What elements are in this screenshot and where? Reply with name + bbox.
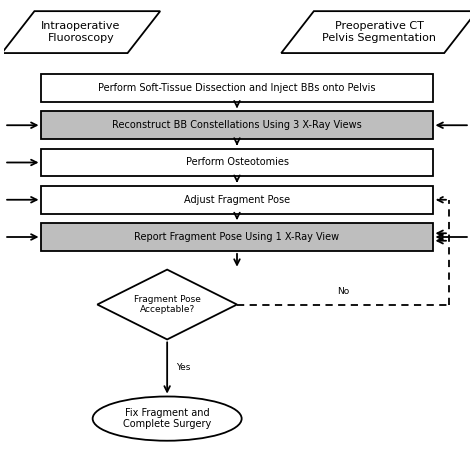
Polygon shape xyxy=(97,270,237,339)
Ellipse shape xyxy=(92,396,242,441)
Text: Perform Osteotomies: Perform Osteotomies xyxy=(185,157,289,167)
FancyBboxPatch shape xyxy=(41,186,433,214)
FancyBboxPatch shape xyxy=(41,148,433,176)
Text: Intraoperative
Fluoroscopy: Intraoperative Fluoroscopy xyxy=(41,21,121,43)
Text: Report Fragment Pose Using 1 X-Ray View: Report Fragment Pose Using 1 X-Ray View xyxy=(135,232,339,242)
Polygon shape xyxy=(2,11,160,53)
Polygon shape xyxy=(281,11,474,53)
Text: Perform Soft-Tissue Dissection and Inject BBs onto Pelvis: Perform Soft-Tissue Dissection and Injec… xyxy=(98,83,376,93)
FancyBboxPatch shape xyxy=(41,223,433,251)
Text: Reconstruct BB Constellations Using 3 X-Ray Views: Reconstruct BB Constellations Using 3 X-… xyxy=(112,120,362,130)
Text: Preoperative CT
Pelvis Segmentation: Preoperative CT Pelvis Segmentation xyxy=(322,21,436,43)
Text: Fix Fragment and
Complete Surgery: Fix Fragment and Complete Surgery xyxy=(123,408,211,429)
Text: Yes: Yes xyxy=(176,364,191,373)
FancyBboxPatch shape xyxy=(41,74,433,102)
FancyBboxPatch shape xyxy=(41,111,433,139)
Text: No: No xyxy=(337,287,349,296)
Text: Adjust Fragment Pose: Adjust Fragment Pose xyxy=(184,195,290,205)
Text: Fragment Pose
Acceptable?: Fragment Pose Acceptable? xyxy=(134,295,201,314)
